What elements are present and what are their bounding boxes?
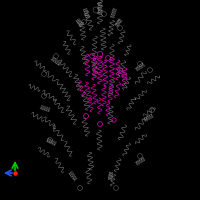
Point xyxy=(13,171,17,175)
